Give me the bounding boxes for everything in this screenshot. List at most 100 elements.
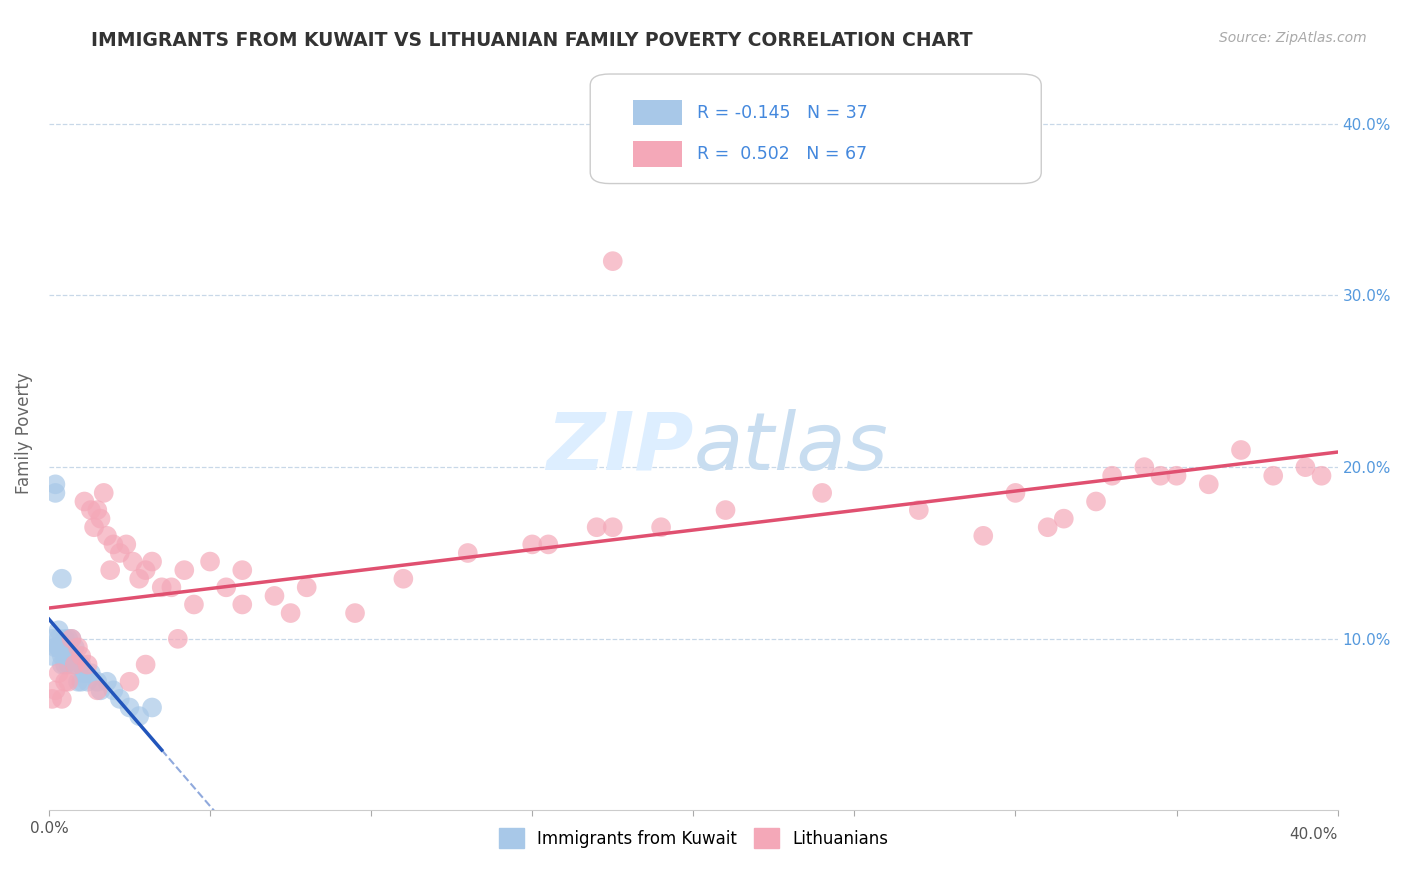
Point (80, 503, 103, 517)
Point (602, 254, 624, 268)
Point (63, 640, 86, 655)
Point (1263, 468, 1285, 483)
Point (70, 657, 93, 672)
Point (121, 555, 143, 569)
Point (166, 632, 188, 646)
Point (103, 537, 125, 551)
Point (58, 632, 80, 646)
Point (135, 657, 157, 672)
Point (96, 674, 118, 689)
Point (714, 503, 737, 517)
Point (1004, 486, 1026, 500)
Point (198, 555, 221, 569)
Point (1166, 468, 1188, 483)
Point (48, 640, 70, 655)
Text: R = -0.145   N = 37: R = -0.145 N = 37 (697, 103, 868, 121)
Point (1133, 460, 1156, 475)
Point (60, 632, 83, 646)
FancyBboxPatch shape (591, 74, 1042, 184)
Point (80, 666, 103, 681)
Point (48, 632, 70, 646)
Point (48, 640, 70, 655)
Point (41, 632, 63, 646)
Point (128, 572, 150, 586)
Point (215, 580, 238, 594)
Point (344, 606, 367, 620)
Point (76, 674, 98, 689)
Point (58, 657, 80, 672)
Point (1198, 477, 1220, 491)
Point (1085, 494, 1108, 508)
Point (115, 537, 138, 551)
Text: 40.0%: 40.0% (1289, 827, 1337, 842)
Point (135, 563, 157, 577)
Point (231, 598, 253, 612)
Bar (633, 141, 682, 167)
Point (73, 666, 96, 681)
Point (1101, 468, 1123, 483)
Point (58, 648, 80, 663)
Point (86, 503, 108, 517)
Point (44, 640, 66, 655)
Point (457, 546, 479, 560)
Point (93, 486, 115, 500)
Point (60, 648, 83, 663)
Point (44, 683, 66, 698)
Point (53, 640, 76, 655)
Point (295, 580, 318, 594)
Point (1053, 511, 1076, 525)
Point (150, 580, 173, 594)
Point (392, 572, 415, 586)
Text: IMMIGRANTS FROM KUWAIT VS LITHUANIAN FAMILY POVERTY CORRELATION CHART: IMMIGRANTS FROM KUWAIT VS LITHUANIAN FAM… (91, 31, 973, 50)
Point (96, 529, 118, 543)
Point (128, 709, 150, 723)
Point (650, 520, 672, 534)
Point (585, 520, 607, 534)
Point (1310, 468, 1333, 483)
Point (183, 598, 205, 612)
Point (41, 692, 63, 706)
Point (602, 520, 624, 534)
Point (51, 648, 73, 663)
Point (1036, 520, 1059, 534)
Point (83, 520, 105, 534)
Point (48, 624, 70, 638)
Point (86, 674, 108, 689)
Text: Source: ZipAtlas.com: Source: ZipAtlas.com (1219, 31, 1367, 45)
Point (66, 640, 89, 655)
Point (53, 632, 76, 646)
Point (53, 674, 76, 689)
Point (263, 589, 285, 603)
Point (231, 563, 253, 577)
Point (66, 674, 89, 689)
Point (89, 683, 111, 698)
Point (53, 648, 76, 663)
Point (108, 546, 131, 560)
Point (118, 700, 141, 714)
Point (98, 563, 121, 577)
Point (972, 529, 994, 543)
Point (103, 683, 125, 698)
Point (908, 503, 931, 517)
Point (89, 511, 111, 525)
Point (63, 657, 86, 672)
Point (63, 657, 86, 672)
Y-axis label: Family Poverty: Family Poverty (15, 372, 32, 493)
Point (51, 657, 73, 672)
Point (51, 572, 73, 586)
Text: R =  0.502   N = 67: R = 0.502 N = 67 (697, 145, 868, 163)
Text: ZIP: ZIP (546, 409, 693, 487)
Text: atlas: atlas (693, 409, 889, 487)
Legend: Immigrants from Kuwait, Lithuanians: Immigrants from Kuwait, Lithuanians (492, 822, 894, 855)
Point (522, 537, 544, 551)
Point (41, 648, 63, 663)
Point (1230, 442, 1253, 457)
Point (51, 692, 73, 706)
Point (70, 648, 93, 663)
Point (60, 632, 83, 646)
Point (108, 692, 131, 706)
Point (58, 674, 80, 689)
Point (141, 700, 163, 714)
Point (160, 580, 183, 594)
Point (53, 657, 76, 672)
